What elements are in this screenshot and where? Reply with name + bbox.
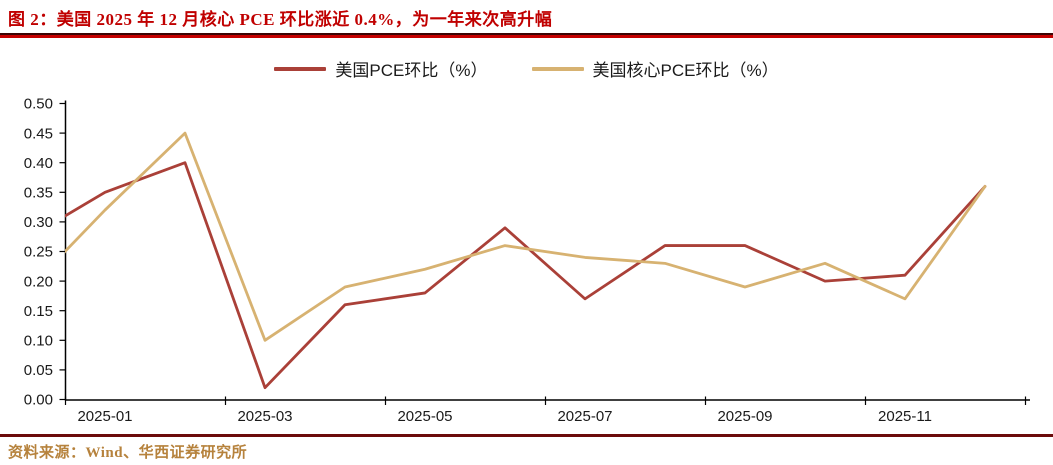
- y-axis-tick-label: 0.20: [24, 273, 53, 290]
- chart-legend: 美国PCE环比（%） 美国核心PCE环比（%）: [0, 56, 1053, 81]
- pce-line-swatch-icon: [274, 66, 327, 71]
- y-axis-tick-label: 0.00: [24, 392, 53, 409]
- x-axis-tick-label: 2025-07: [557, 408, 612, 425]
- x-axis-tick-label: 2025-09: [717, 408, 772, 425]
- title-separator-line: [0, 33, 1053, 38]
- y-axis-tick-label: 0.10: [24, 333, 53, 350]
- y-axis-tick-label: 0.15: [24, 303, 53, 320]
- core-pce-series-line: [65, 131, 987, 342]
- legend-item-pce: 美国PCE环比（%）: [274, 56, 488, 81]
- footer-separator-line: [0, 434, 1053, 437]
- y-axis-tick-label: 0.30: [24, 214, 53, 231]
- y-axis-tick-label: 0.25: [24, 244, 53, 261]
- y-axis-tick-label: 0.50: [24, 96, 53, 113]
- y-axis-tick-label: 0.45: [24, 125, 53, 142]
- y-axis-tick-label: 0.35: [24, 185, 53, 202]
- pce-series-line: [65, 161, 987, 390]
- x-axis-tick-label: 2025-11: [878, 408, 932, 425]
- legend-item-core-pce: 美国核心PCE环比（%）: [531, 56, 779, 81]
- x-axis-tick-label: 2025-05: [397, 408, 452, 425]
- x-axis-tick-label: 2025-01: [77, 408, 132, 425]
- figure-title: 图 2：美国 2025 年 12 月核心 PCE 环比涨近 0.4%，为一年来次…: [8, 10, 553, 29]
- y-axis-tick-label: 0.40: [24, 155, 53, 172]
- x-axis-tick-label: 2025-03: [237, 408, 292, 425]
- legend-label-core-pce: 美国核心PCE环比（%）: [592, 61, 779, 80]
- source-note: 资料来源：Wind、华西证券研究所: [8, 445, 248, 461]
- core-pce-line-swatch-icon: [531, 66, 584, 71]
- y-axis-tick-label: 0.05: [24, 362, 53, 379]
- legend-label-pce: 美国PCE环比（%）: [335, 61, 488, 80]
